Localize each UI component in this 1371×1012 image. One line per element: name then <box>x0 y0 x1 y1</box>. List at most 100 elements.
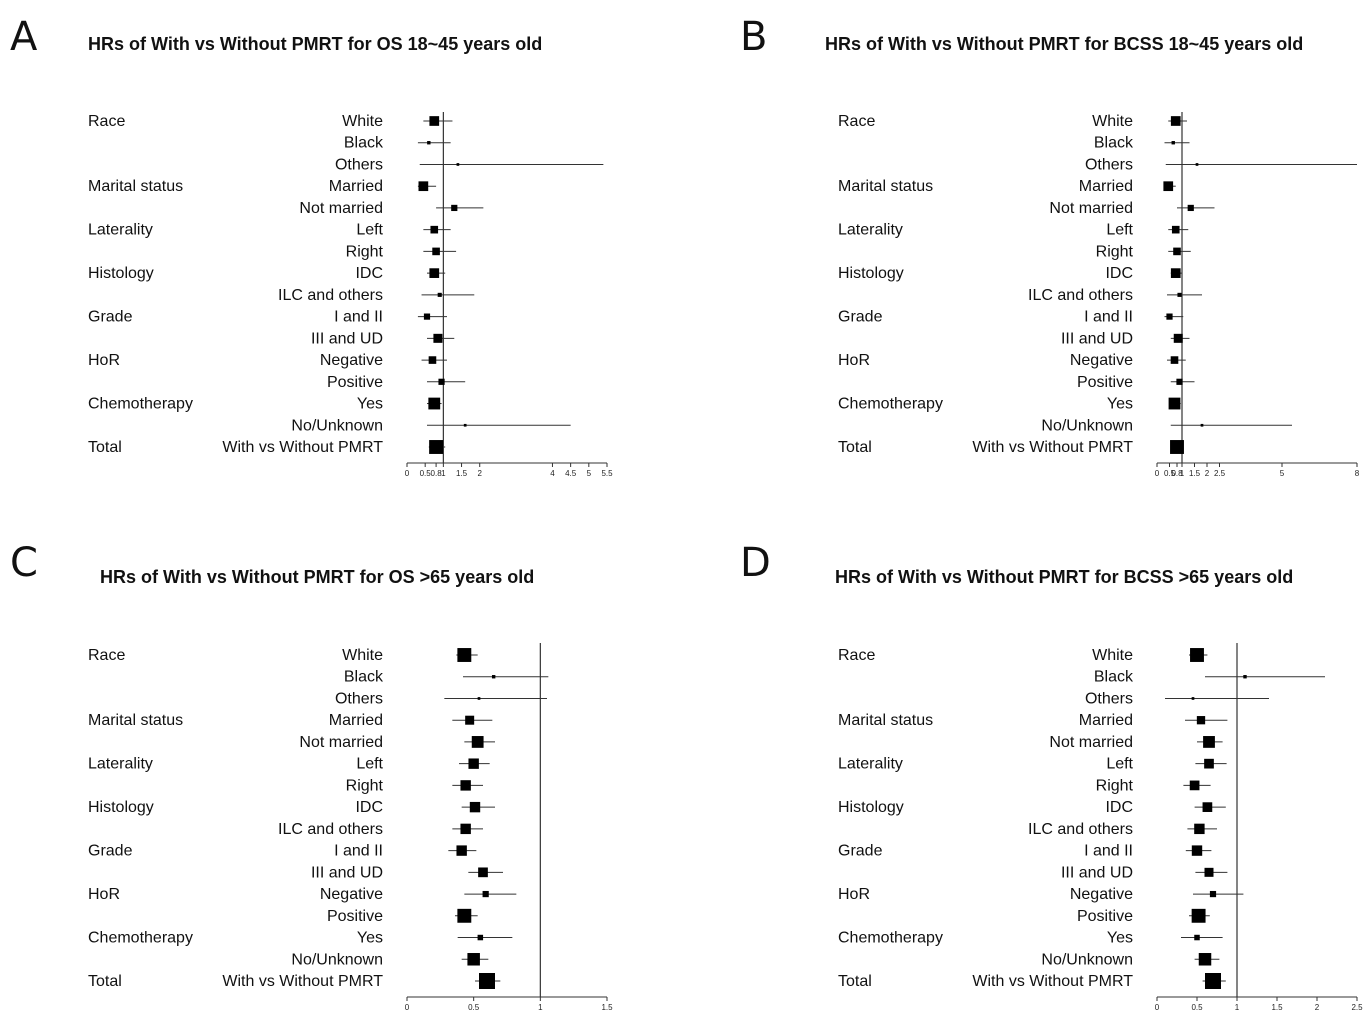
row-category-label: Race <box>838 647 875 664</box>
panel-c: C HRs of With vs Without PMRT for OS >65… <box>10 540 613 1012</box>
hr-point-marker <box>478 867 488 878</box>
hr-point-marker <box>1243 675 1247 679</box>
hr-point-marker <box>456 845 467 856</box>
row-subgroup-label: IDC <box>1105 265 1133 282</box>
panel-letter-d: D <box>740 540 771 586</box>
row-subgroup-label: Not married <box>299 734 383 751</box>
x-tick-label: 4.5 <box>565 469 577 478</box>
row-subgroup-label: White <box>342 647 383 664</box>
row-category-label: HoR <box>88 352 120 369</box>
hr-point-marker <box>1191 908 1206 923</box>
hr-point-marker <box>465 715 475 725</box>
x-tick-label: 1.5 <box>456 469 468 478</box>
row-subgroup-label: Negative <box>1070 352 1133 369</box>
hr-point-marker <box>456 163 460 166</box>
row-subgroup-label: White <box>342 113 383 130</box>
hr-point-marker <box>1170 268 1181 278</box>
x-tick-label: 0 <box>405 469 410 478</box>
hr-point-marker <box>1190 648 1204 662</box>
row-category-label: Marital status <box>838 178 933 195</box>
row-subgroup-label: I and II <box>334 309 383 326</box>
row-subgroup-label: Left <box>356 222 383 239</box>
hr-point-marker <box>451 204 458 212</box>
panel-letter-c: C <box>10 540 38 586</box>
row-subgroup-label: Yes <box>1107 396 1133 413</box>
hr-point-marker <box>1196 716 1206 725</box>
row-subgroup-label: III and UD <box>311 330 383 347</box>
row-category-label: Histology <box>88 265 154 282</box>
row-category-label: Laterality <box>838 222 903 239</box>
row-subgroup-label: Right <box>346 243 384 260</box>
panel-a: A HRs of With vs Without PMRT for OS 18~… <box>10 14 613 478</box>
row-category-label: Chemotherapy <box>838 930 943 947</box>
panel-letter-b: B <box>740 14 767 60</box>
row-category-label: HoR <box>838 886 870 903</box>
hr-point-marker <box>423 313 431 320</box>
hr-point-marker <box>1163 181 1174 192</box>
row-subgroup-label: ILC and others <box>1028 287 1133 304</box>
hr-point-marker <box>433 333 443 343</box>
hr-point-marker <box>1173 333 1183 343</box>
row-subgroup-label: With vs Without PMRT <box>222 973 383 990</box>
hr-point-marker <box>1170 116 1181 126</box>
x-tick-label: 4 <box>550 469 555 478</box>
row-category-label: Chemotherapy <box>838 396 943 413</box>
hr-point-marker <box>432 247 440 256</box>
row-category-label: Total <box>88 439 122 456</box>
row-category-label: Chemotherapy <box>88 396 193 413</box>
row-subgroup-label: Married <box>329 712 383 729</box>
row-category-label: HoR <box>838 352 870 369</box>
row-subgroup-label: III and UD <box>1061 330 1133 347</box>
hr-point-marker <box>1170 440 1184 454</box>
x-tick-label: 0.8 <box>431 469 443 478</box>
hr-point-marker <box>1203 736 1215 748</box>
row-category-label: Total <box>838 439 872 456</box>
row-subgroup-label: White <box>1092 647 1133 664</box>
row-subgroup-label: No/Unknown <box>291 951 383 968</box>
hr-point-marker <box>1171 141 1175 145</box>
x-tick-label: 2 <box>478 469 483 478</box>
row-subgroup-label: Negative <box>320 352 383 369</box>
row-subgroup-label: Not married <box>299 200 383 217</box>
row-category-label: Grade <box>838 309 883 326</box>
x-tick-label: 2.5 <box>1351 1003 1363 1012</box>
x-tick-label: 1 <box>538 1003 543 1012</box>
x-tick-label: 1 <box>441 469 446 478</box>
hr-point-marker <box>1194 823 1205 835</box>
hr-point-marker <box>429 116 440 126</box>
hr-point-marker <box>491 675 496 679</box>
row-category-label: Grade <box>88 309 133 326</box>
row-category-label: Total <box>88 973 122 990</box>
hr-point-marker <box>463 423 467 427</box>
row-subgroup-label: Married <box>1079 712 1133 729</box>
hr-point-marker <box>1198 953 1212 966</box>
hr-point-marker <box>482 890 489 898</box>
panel-b: B HRs of With vs Without PMRT for BCSS 1… <box>740 14 1360 478</box>
hr-point-marker <box>467 953 480 966</box>
hr-point-marker <box>1171 225 1180 234</box>
x-tick-label: 0.5 <box>468 1003 480 1012</box>
x-tick-label: 1 <box>1235 1003 1240 1012</box>
panel-letter-a: A <box>10 14 38 60</box>
row-subgroup-label: Yes <box>357 396 383 413</box>
row-subgroup-label: Positive <box>1077 374 1133 391</box>
row-subgroup-label: Positive <box>327 374 383 391</box>
row-subgroup-label: Yes <box>357 930 383 947</box>
hr-point-marker <box>457 908 472 923</box>
row-category-label: Race <box>838 113 875 130</box>
row-subgroup-label: Black <box>344 135 384 152</box>
row-subgroup-label: I and II <box>334 843 383 860</box>
row-subgroup-label: IDC <box>1105 799 1133 816</box>
row-subgroup-label: Right <box>1096 243 1134 260</box>
row-subgroup-label: I and II <box>1084 309 1133 326</box>
hr-point-marker <box>430 225 439 234</box>
panel-c-plot: 0 0.5 1 1.5 Race White Black Others Marital stat… <box>88 643 613 1012</box>
hr-point-marker <box>1170 356 1179 364</box>
row-subgroup-label: Others <box>335 156 383 173</box>
row-subgroup-label: White <box>1092 113 1133 130</box>
hr-point-marker <box>468 758 479 769</box>
row-subgroup-label: III and UD <box>1061 864 1133 881</box>
x-tick-label: 0 <box>1155 1003 1160 1012</box>
x-tick-label: 2 <box>1205 469 1210 478</box>
row-category-label: Marital status <box>88 712 183 729</box>
